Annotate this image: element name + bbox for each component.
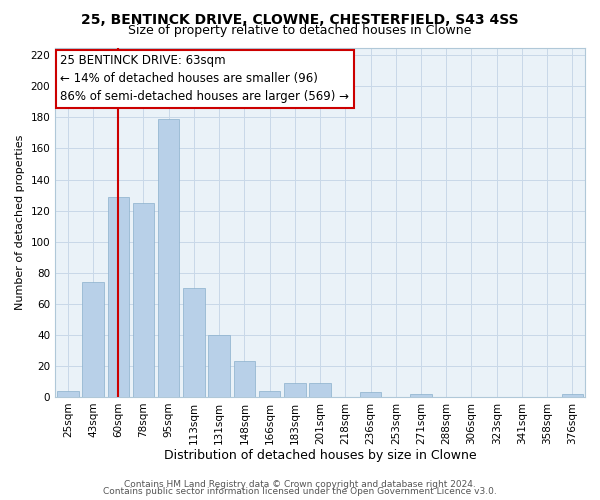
Text: 25, BENTINCK DRIVE, CLOWNE, CHESTERFIELD, S43 4SS: 25, BENTINCK DRIVE, CLOWNE, CHESTERFIELD… bbox=[81, 12, 519, 26]
Bar bbox=[233, 361, 255, 397]
Bar bbox=[82, 282, 104, 397]
Bar bbox=[57, 390, 79, 397]
Y-axis label: Number of detached properties: Number of detached properties bbox=[15, 134, 25, 310]
Text: 25 BENTINCK DRIVE: 63sqm
← 14% of detached houses are smaller (96)
86% of semi-d: 25 BENTINCK DRIVE: 63sqm ← 14% of detach… bbox=[61, 54, 349, 104]
Bar bbox=[259, 390, 280, 397]
Bar bbox=[107, 196, 129, 397]
Text: Contains public sector information licensed under the Open Government Licence v3: Contains public sector information licen… bbox=[103, 487, 497, 496]
Bar bbox=[360, 392, 381, 397]
Bar bbox=[133, 203, 154, 397]
Bar bbox=[208, 335, 230, 397]
Bar bbox=[284, 383, 305, 397]
Text: Size of property relative to detached houses in Clowne: Size of property relative to detached ho… bbox=[128, 24, 472, 37]
Bar bbox=[310, 383, 331, 397]
Bar bbox=[410, 394, 432, 397]
Bar bbox=[562, 394, 583, 397]
Bar bbox=[183, 288, 205, 397]
Text: Contains HM Land Registry data © Crown copyright and database right 2024.: Contains HM Land Registry data © Crown c… bbox=[124, 480, 476, 489]
X-axis label: Distribution of detached houses by size in Clowne: Distribution of detached houses by size … bbox=[164, 450, 476, 462]
Bar bbox=[158, 119, 179, 397]
